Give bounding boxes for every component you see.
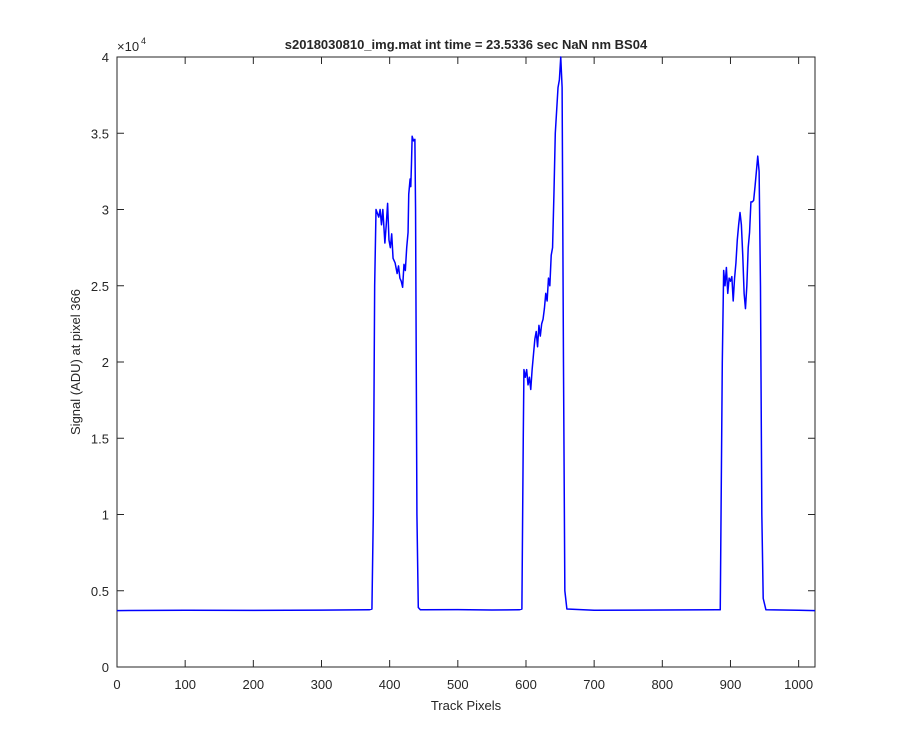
chart-title: s2018030810_img.mat int time = 23.5336 s… (285, 37, 648, 52)
y-tick-label: 1.5 (91, 431, 109, 446)
x-tick-label: 200 (242, 677, 264, 692)
y-tick-label: 1 (102, 508, 109, 523)
x-tick-label: 100 (174, 677, 196, 692)
y-tick-label: 3 (102, 203, 109, 218)
y-axis-label: Signal (ADU) at pixel 366 (68, 289, 83, 435)
y-scale-power: 4 (141, 36, 146, 46)
x-tick-label: 300 (311, 677, 333, 692)
data-line (116, 56, 816, 612)
y-tick-label: 0.5 (91, 584, 109, 599)
x-tick-label: 1000 (784, 677, 813, 692)
plot-frame (116, 56, 816, 668)
y-tick-label: 3.5 (91, 126, 109, 141)
x-tick-label: 400 (379, 677, 401, 692)
x-tick-label: 0 (113, 677, 120, 692)
x-tick-label: 900 (720, 677, 742, 692)
x-tick-label: 500 (447, 677, 469, 692)
y-tick-label: 4 (102, 50, 109, 65)
x-tick-label: 700 (583, 677, 605, 692)
x-axis-label: Track Pixels (431, 698, 502, 713)
y-tick-label: 0 (102, 660, 109, 675)
y-scale-label: ×10 (117, 39, 139, 54)
y-tick-label: 2.5 (91, 279, 109, 294)
x-tick-label: 800 (651, 677, 673, 692)
y-tick-label: 2 (102, 355, 109, 370)
x-tick-label: 600 (515, 677, 537, 692)
